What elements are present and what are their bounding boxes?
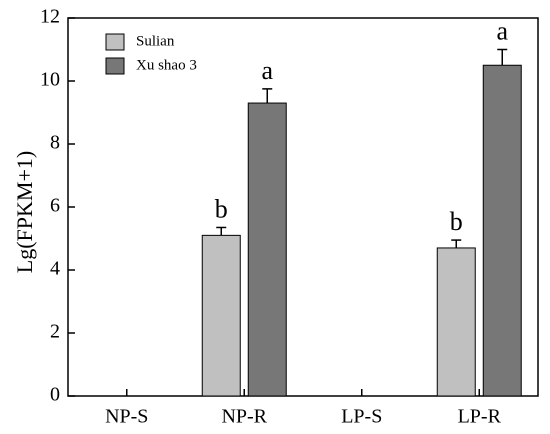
significance-letter: b: [450, 207, 463, 236]
y-tick-label: 12: [40, 6, 60, 28]
significance-letter: a: [496, 17, 508, 46]
chart-axes: 0 2 4 6 8 10 12 NP-S NP-R LP-S LP-R: [40, 6, 539, 428]
legend-label: Xu shao 3: [136, 57, 197, 73]
chart-legend: Sulian Xu shao 3: [105, 33, 197, 75]
y-tick-label: 4: [50, 258, 60, 280]
y-tick-label: 6: [50, 195, 60, 217]
x-tick-label: NP-R: [221, 406, 267, 428]
y-tick-label: 2: [50, 321, 60, 343]
bar-xu-shao-3: [482, 64, 522, 397]
legend-label: Sulian: [136, 33, 175, 49]
y-tick-label: 8: [50, 132, 60, 154]
x-tick-label: LP-R: [458, 406, 502, 428]
bar-sulian: [436, 247, 476, 397]
bar-xu-shao-3: [247, 102, 287, 397]
y-tick-label: 10: [40, 69, 60, 91]
chart-bars: b a b a: [201, 17, 522, 397]
x-tick-label: NP-S: [105, 406, 148, 428]
legend-swatch: [105, 33, 125, 51]
significance-letter: b: [215, 194, 228, 223]
y-tick-label: 0: [50, 384, 60, 406]
x-tick-label: LP-S: [341, 406, 382, 428]
y-axis-title: Lg(FPKM+1): [12, 151, 37, 273]
significance-letter: a: [261, 56, 273, 85]
bar-sulian: [201, 234, 241, 397]
legend-swatch: [105, 57, 125, 75]
